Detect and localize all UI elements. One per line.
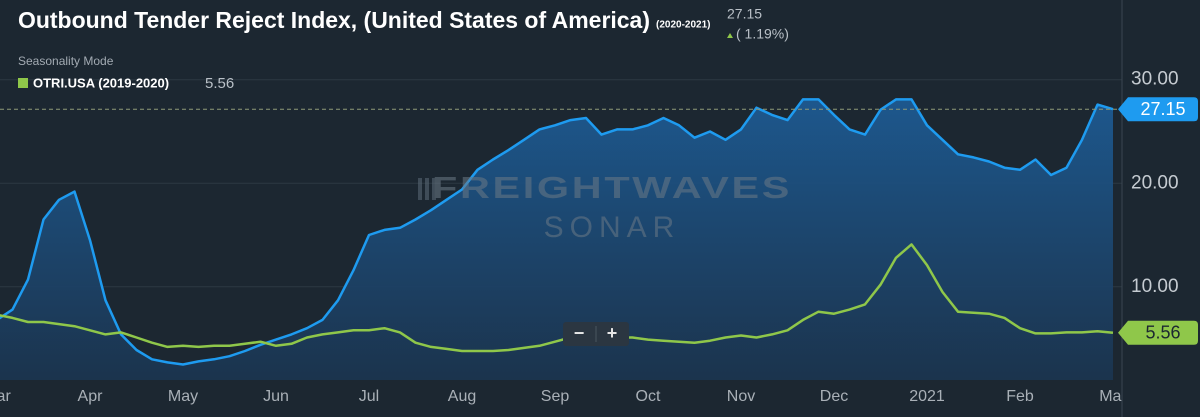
x-tick-label: Feb bbox=[1006, 388, 1034, 405]
mode-label: Seasonality Mode bbox=[18, 54, 114, 68]
y-tick-label: 30.00 bbox=[1131, 69, 1179, 90]
watermark-product: SONAR bbox=[544, 211, 681, 244]
line bbox=[0, 98, 1114, 366]
watermark-icon bbox=[432, 178, 436, 200]
value-callout bbox=[1118, 97, 1198, 122]
legend-value: 5.56 bbox=[205, 75, 234, 92]
header-change: ( 1.19%) bbox=[736, 26, 789, 42]
change-arrow bbox=[727, 33, 733, 38]
x-tick-label: Aug bbox=[448, 388, 476, 405]
x-tick-label: 2021 bbox=[909, 388, 945, 405]
value-callout bbox=[1118, 320, 1198, 345]
chart-title: Outbound Tender Reject Index, (United St… bbox=[18, 7, 650, 33]
x-tick-label: May bbox=[168, 388, 198, 405]
value-callout-label: 5.56 bbox=[1145, 323, 1180, 343]
y-tick-label: 20.00 bbox=[1131, 172, 1179, 193]
watermark-icon bbox=[425, 178, 429, 200]
x-tick-label: Mar bbox=[0, 388, 11, 405]
watermark: FREIGHTWAVES SONAR bbox=[418, 170, 792, 244]
legend-swatch bbox=[18, 78, 28, 88]
area bbox=[0, 99, 1113, 380]
legend-label: OTRI.USA (2019-2020) bbox=[33, 75, 169, 90]
x-tick-label: Dec bbox=[820, 388, 848, 405]
header-value: 27.15 bbox=[727, 6, 762, 22]
x-tick-label: Mar bbox=[1099, 388, 1127, 405]
x-tick-label: Oct bbox=[636, 388, 661, 405]
zoom-out[interactable]: − bbox=[574, 323, 585, 343]
x-tick-label: Apr bbox=[78, 388, 104, 405]
x-tick-label: Jun bbox=[263, 388, 289, 405]
x-tick-label: Sep bbox=[541, 388, 570, 405]
x-axis: Mar Apr May Jun Jul Aug Sep Oct Nov Dec 2021 Feb Mar bbox=[0, 388, 1127, 405]
x-tick-label: Nov bbox=[727, 388, 755, 405]
watermark-brand: FREIGHTWAVES bbox=[432, 170, 792, 205]
y-tick-label: 10.00 bbox=[1131, 276, 1179, 297]
value-callout-label: 27.15 bbox=[1140, 99, 1185, 119]
zoom-controls: − + bbox=[563, 322, 629, 346]
plot-area bbox=[0, 79, 1122, 380]
line bbox=[0, 243, 1114, 353]
x-tick-label: Jul bbox=[359, 388, 379, 405]
watermark-icon bbox=[418, 178, 422, 200]
title-period: (2020-2021) bbox=[656, 20, 710, 31]
zoom-in[interactable]: + bbox=[607, 323, 618, 343]
